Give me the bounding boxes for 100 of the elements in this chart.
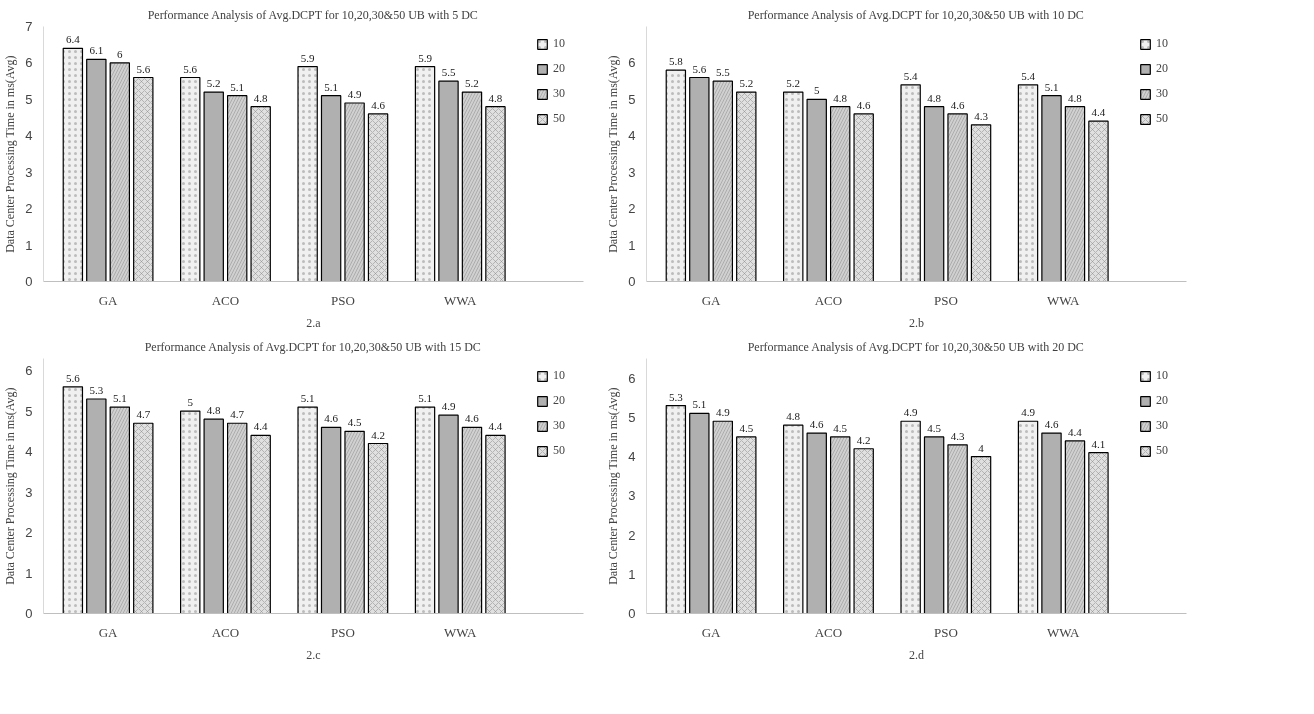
legend-label: 20 [553,393,566,408]
chart-title: Performance Analysis of Avg.DCPT for 10,20,30&50 UB with 15 DC [144,339,481,354]
y-tick-label: 2 [628,527,636,543]
x-tick-label: WWA [1047,292,1081,308]
x-tick-label: PSO [933,292,958,308]
data-label: 4.5 [347,416,362,429]
data-label: 5.6 [183,62,198,75]
data-label: 4.6 [371,98,386,111]
data-label: 4.7 [136,408,151,421]
data-label: 4.6 [324,412,339,425]
data-label: 5.1 [324,80,338,93]
y-tick-label: 4 [25,444,33,460]
data-label: 6.1 [89,44,104,57]
data-label: 5.1 [692,398,707,411]
data-label: 5.6 [65,371,81,384]
bar [203,418,224,614]
bar [86,58,107,282]
x-axis-title: 2.b [909,315,924,330]
legend-label: 30 [1156,86,1169,101]
data-label: 4.5 [833,421,848,434]
legend-label: 30 [553,86,566,101]
x-tick-label: GA [701,624,722,640]
y-tick-label: 7 [25,19,33,34]
x-axis-title: 2.d [909,647,924,662]
data-label: 4.7 [230,408,245,421]
data-label: 5.8 [668,55,684,68]
x-tick-label: GA [98,292,119,308]
x-axis-title: 2.a [306,315,322,330]
data-label: 5.9 [418,51,433,64]
legend-label: 30 [1156,418,1169,433]
data-label: 4.6 [465,412,480,425]
data-label: 5.6 [136,62,151,75]
data-label: 4 [978,441,985,454]
x-tick-label: WWA [1047,624,1081,640]
y-axis-title: Data Center Processing Time in ms(Avg) [3,387,18,585]
bar [806,432,827,614]
bar [923,106,945,282]
bar [438,414,459,614]
y-tick-label: 5 [628,91,636,107]
data-label: 4.3 [950,429,965,442]
x-tick-label: ACO [211,292,240,308]
data-label: 4.8 [253,91,269,104]
bar [1041,95,1062,282]
x-tick-label: GA [98,624,119,640]
bar [320,426,342,614]
legend-label: 20 [553,61,566,76]
data-label: 5.1 [418,392,432,405]
data-label: 5.5 [441,66,456,79]
x-tick-label: PSO [330,624,355,640]
data-label: 5.1 [230,80,245,93]
x-tick-label: PSO [933,624,958,640]
data-label: 4.9 [715,406,731,419]
legend-label: 20 [1156,393,1169,408]
y-tick-label: 1 [628,566,636,582]
legend-label: 10 [1156,36,1169,51]
legend-label: 50 [553,111,566,126]
data-label: 5.6 [692,62,707,75]
y-tick-label: 4 [628,449,636,465]
data-label: 5.3 [668,390,684,403]
data-label: 4.6 [1044,418,1059,431]
y-tick-label: 1 [25,237,33,253]
y-tick-label: 3 [628,488,636,504]
y-tick-label: 5 [25,91,33,107]
x-tick-label: WWA [444,292,478,308]
data-label: 4.3 [974,109,989,122]
data-label: 5.1 [1044,80,1059,93]
y-tick-label: 4 [628,128,636,144]
y-tick-label: 2 [25,201,33,217]
y-tick-label: 6 [628,370,636,386]
data-label: 5.2 [465,77,479,90]
chart-title: Performance Analysis of Avg.DCPT for 10,20,30&50 UB with 20 DC [747,339,1084,354]
y-tick-label: 0 [25,274,33,289]
y-tick-label: 1 [628,237,636,253]
x-tick-label: ACO [814,624,843,640]
y-axis-title: Data Center Processing Time in ms(Avg) [606,387,621,585]
y-axis-title: Data Center Processing Time in ms(Avg) [606,55,621,253]
legend-label: 50 [1156,111,1169,126]
bar [438,80,459,282]
x-tick-label: GA [701,292,722,308]
data-label: 5.4 [1021,69,1036,82]
y-tick-label: 2 [628,201,636,217]
y-tick-label: 6 [628,55,636,71]
bar [86,398,107,614]
data-label: 5.3 [89,383,104,396]
data-label: 4.4 [1091,106,1106,119]
x-tick-label: ACO [211,624,240,640]
data-label: 6.4 [65,33,81,46]
data-label: 5.1 [112,392,127,405]
y-tick-label: 6 [25,55,33,71]
data-label: 4.8 [1068,91,1083,104]
y-tick-label: 5 [25,403,33,419]
data-label: 6 [117,47,124,60]
data-label: 5.1 [300,392,315,405]
data-label: 4.5 [927,421,942,434]
y-tick-label: 5 [628,409,636,425]
x-tick-label: PSO [330,292,355,308]
y-tick-label: 3 [25,484,33,500]
chart-title: Performance Analysis of Avg.DCPT for 10,20,30&50 UB with 5 DC [147,7,478,22]
data-label: 4.9 [903,406,919,419]
y-axis-title: Data Center Processing Time in ms(Avg) [3,55,18,253]
